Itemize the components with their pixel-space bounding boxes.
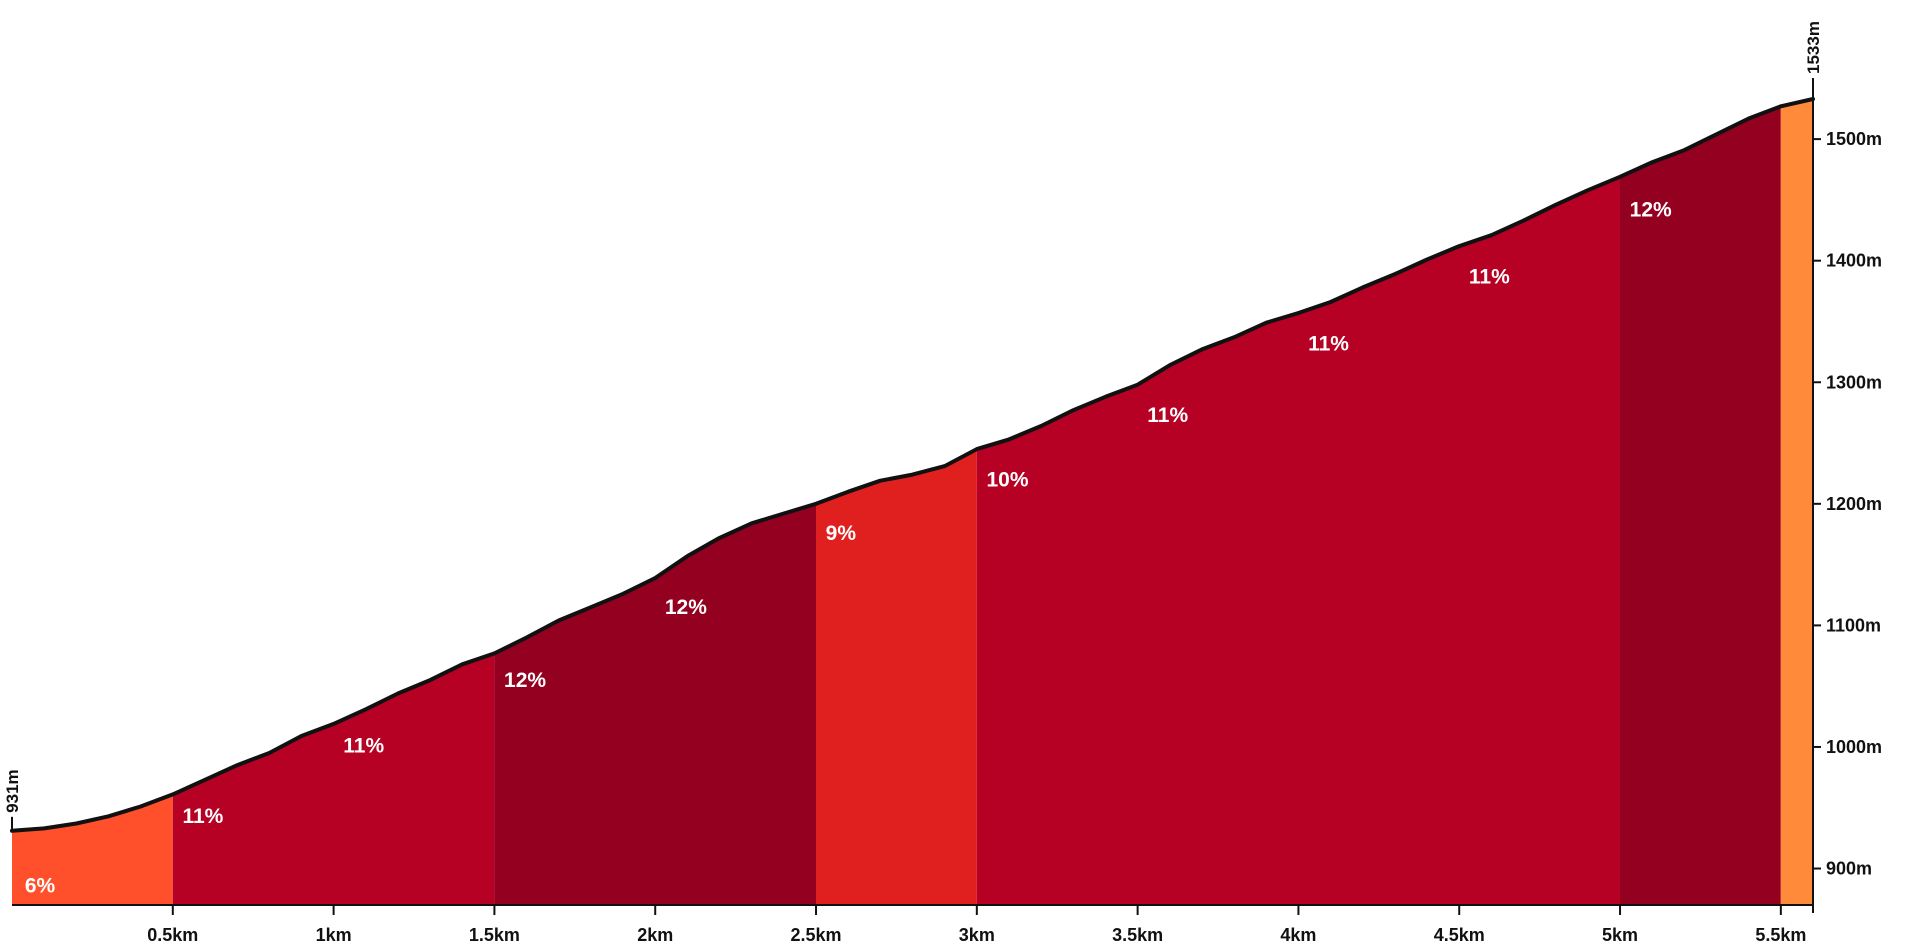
x-tick-label: 2km — [637, 925, 673, 945]
start-elevation-label: 931m — [3, 769, 22, 812]
gradient-segments — [12, 99, 1813, 906]
gradient-segment-1 — [12, 794, 173, 905]
y-tick-label: 1000m — [1826, 737, 1882, 757]
x-tick-label: 2.5km — [790, 925, 841, 945]
y-tick-label: 1400m — [1826, 251, 1882, 271]
y-tick-label: 1100m — [1826, 615, 1881, 635]
y-tick-label: 1500m — [1826, 129, 1882, 149]
x-tick-label: 4.5km — [1434, 925, 1485, 945]
labels: 6% 11% 11% 12% 12% 9% 10% 11% 11% 11% 12% 931m 1533m — [3, 21, 1823, 897]
gradient-segment-4 — [816, 449, 977, 905]
x-tick-label: 3km — [959, 925, 995, 945]
end-elevation-label: 1533m — [1804, 21, 1823, 74]
x-tick-label: 3.5km — [1112, 925, 1163, 945]
gradient-label: 10% — [986, 468, 1028, 491]
gradient-segment-3 — [494, 503, 816, 905]
y-tick-label: 1200m — [1826, 494, 1882, 514]
profile-outline — [10, 97, 1815, 833]
gradient-label: 12% — [665, 596, 707, 619]
profile-line — [10, 97, 1815, 833]
gradient-segment-5 — [976, 176, 1620, 906]
gradient-segment-6 — [1620, 106, 1781, 906]
gradient-label: 12% — [1630, 199, 1672, 222]
y-tick-label: 900m — [1826, 859, 1872, 879]
gradient-label: 11% — [343, 735, 384, 758]
gradient-label: 11% — [1308, 332, 1349, 355]
x-tick-label: 5km — [1602, 925, 1638, 945]
gradient-label: 11% — [1147, 404, 1188, 427]
gradient-label: 11% — [182, 805, 223, 828]
gradient-segment-2 — [172, 653, 495, 905]
x-tick-label: 1km — [316, 925, 352, 945]
gradient-label: 11% — [1469, 265, 1510, 288]
gradient-segment-7 — [1780, 99, 1813, 905]
y-tick-label: 1300m — [1826, 372, 1882, 392]
gradient-label: 9% — [826, 522, 857, 545]
gradient-label: 6% — [25, 874, 56, 897]
x-tick-label: 0.5km — [147, 925, 198, 945]
axes: 0.5km 1km 1.5km 2km 2.5km 3km 3.5km 4km 4.5km 5km… — [11, 78, 1882, 945]
x-tick-label: 1.5km — [469, 925, 520, 945]
gradient-label: 12% — [504, 669, 546, 692]
x-tick-label: 5.5km — [1755, 925, 1806, 945]
x-tick-label: 4km — [1280, 925, 1316, 945]
